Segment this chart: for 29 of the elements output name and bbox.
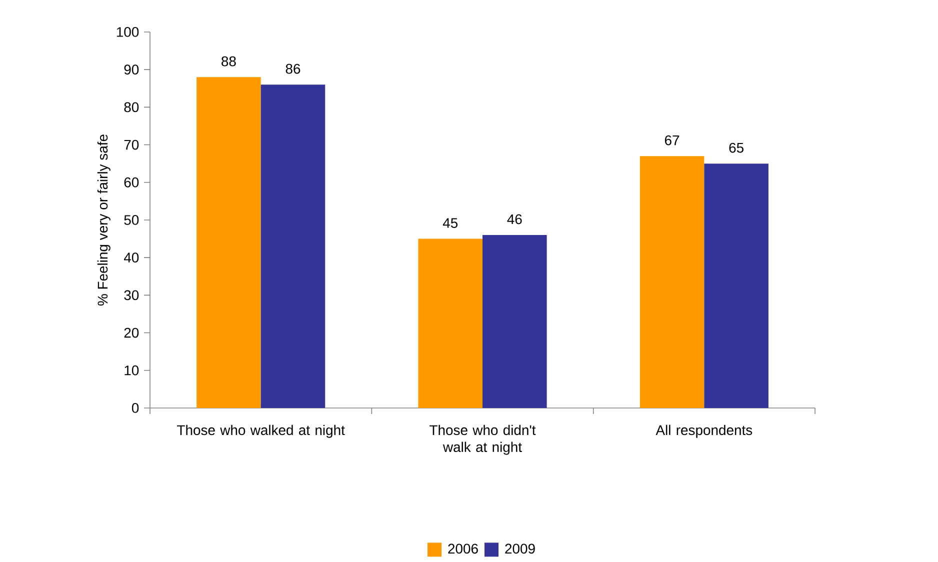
data-label: 86 — [286, 64, 300, 74]
data-label: 45 — [442, 218, 458, 228]
legend-label: 2006 — [448, 544, 478, 554]
y-tick-label: 100 — [116, 27, 139, 37]
y-tick-label: 70 — [124, 140, 139, 150]
y-tick-label: 50 — [124, 215, 139, 225]
x-tick-label: Those who walked at night — [177, 424, 345, 438]
y-tick-label: 80 — [124, 102, 139, 112]
y-tick-label: 90 — [124, 64, 139, 75]
x-tick-label: All respondents — [656, 424, 752, 438]
y-tick-label: 20 — [124, 328, 139, 338]
bar — [704, 164, 768, 408]
y-tick-label: 10 — [124, 365, 139, 376]
bar — [640, 156, 704, 408]
y-axis-title: % Feeling very or fairly safe — [97, 134, 110, 306]
x-tick-label: Those who didn't walk at night — [430, 424, 536, 455]
bar — [196, 77, 261, 408]
legend-label: 2009 — [505, 544, 535, 554]
data-label: 65 — [729, 142, 744, 153]
y-tick-label: 40 — [124, 252, 139, 263]
bar — [418, 238, 483, 408]
y-tick-label: 60 — [124, 177, 139, 188]
y-tick-label: 30 — [124, 290, 139, 300]
bar — [482, 235, 547, 408]
y-tick-label: 0 — [132, 403, 139, 413]
bar — [260, 84, 326, 408]
data-label: 67 — [664, 135, 680, 146]
data-label: 46 — [507, 214, 522, 224]
data-label: 88 — [222, 56, 236, 66]
